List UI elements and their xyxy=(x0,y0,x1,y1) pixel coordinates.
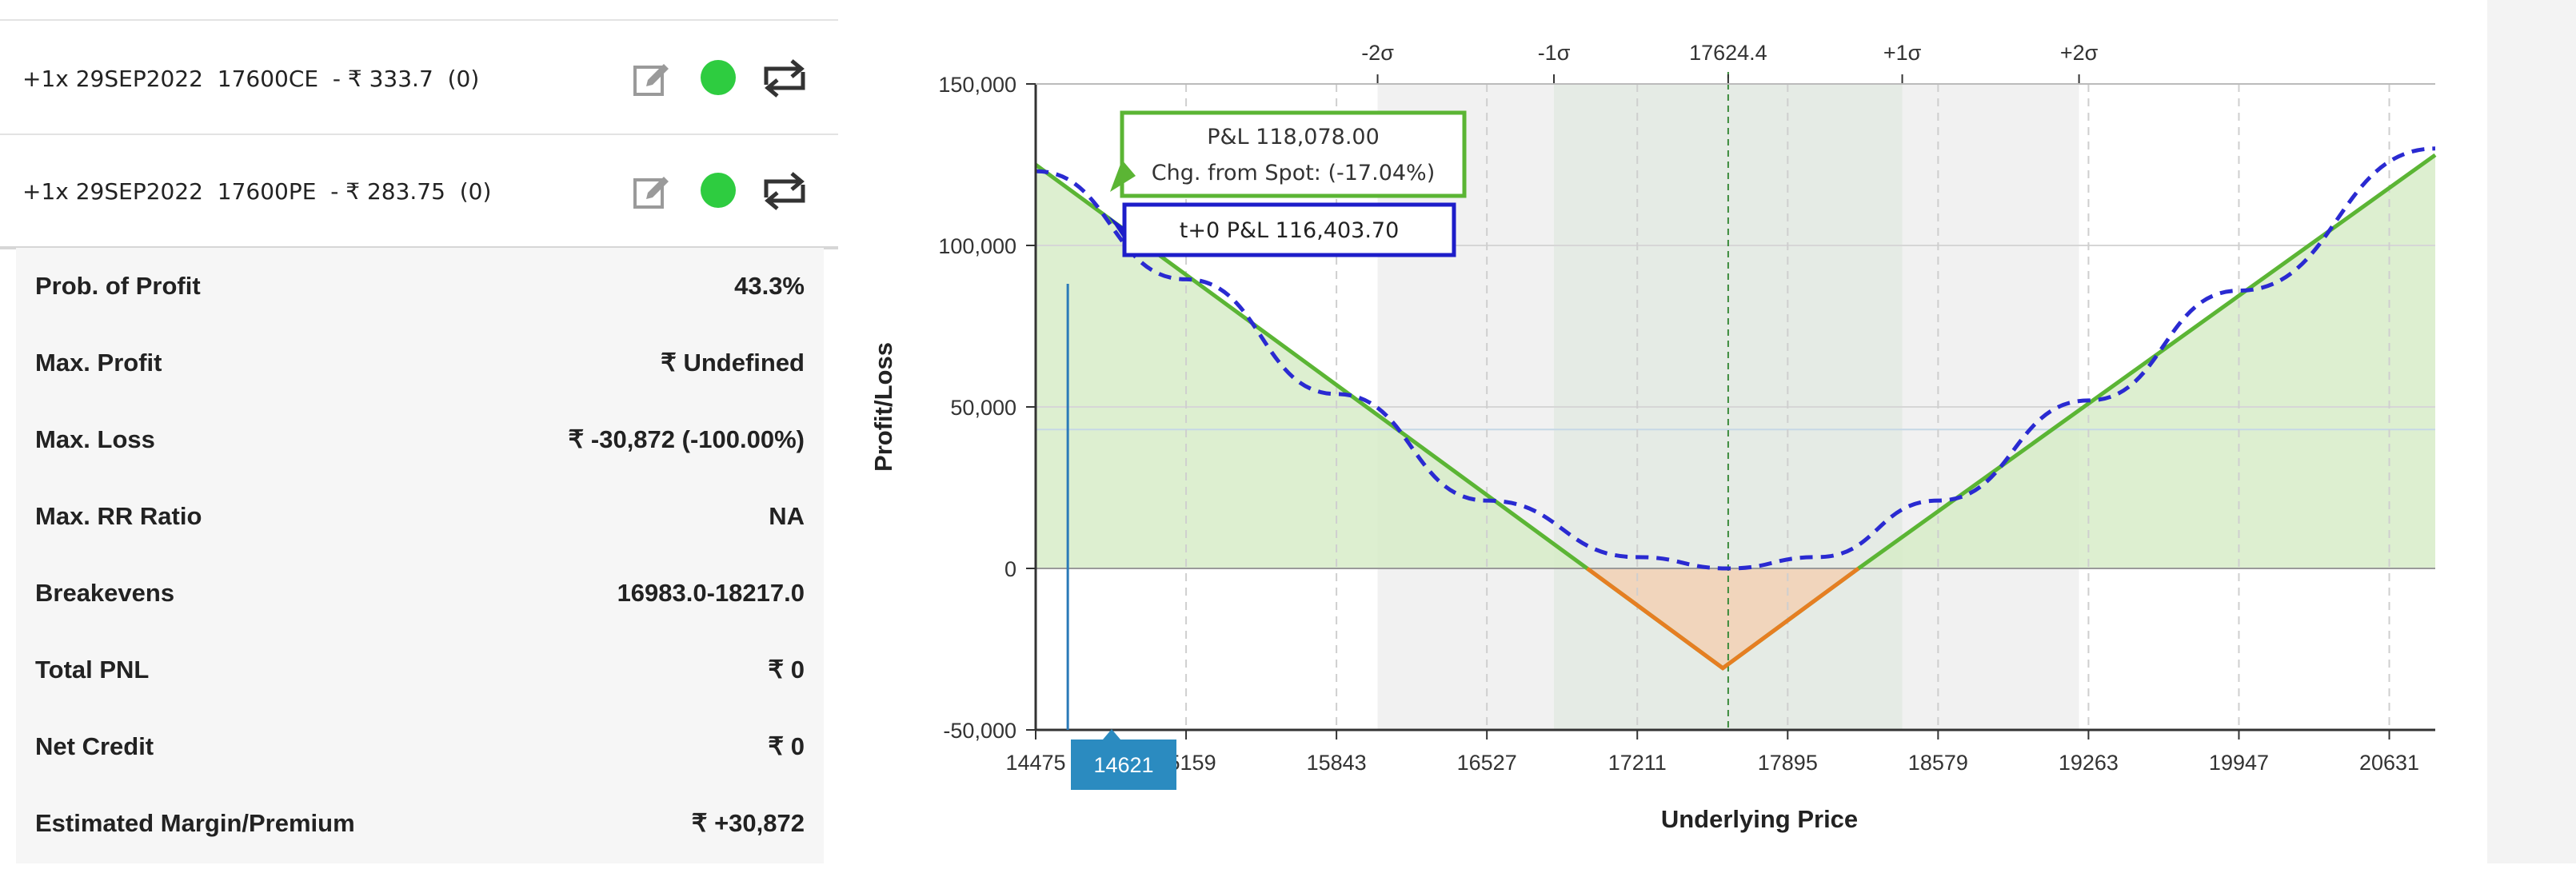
stat-value: 43.3% xyxy=(734,272,805,300)
leg-label: +1x 29SEP2022 17600PE - ₹ 283.75 (0) xyxy=(22,178,492,205)
stat-label: Estimated Margin/Premium xyxy=(35,809,355,837)
sigma-label: -1σ xyxy=(1538,41,1571,65)
x-tick-label: 20631 xyxy=(2359,751,2419,775)
stat-row-breakevens: Breakevens 16983.0-18217.0 xyxy=(16,555,824,632)
side-strip xyxy=(2487,0,2576,863)
y-tick-label: 0 xyxy=(1004,557,1016,581)
stat-row-total-pnl: Total PNL ₹ 0 xyxy=(16,632,824,708)
stat-label: Max. Loss xyxy=(35,425,155,453)
stat-value: 16983.0-18217.0 xyxy=(617,579,805,607)
stat-row-max-loss: Max. Loss ₹ -30,872 (-100.00%) xyxy=(16,401,824,478)
swap-icon[interactable] xyxy=(760,58,809,99)
status-dot[interactable] xyxy=(701,173,736,208)
sigma-label: +2σ xyxy=(2060,41,2099,65)
x-axis-title: Underlying Price xyxy=(1661,805,1858,833)
pnl-tooltip-box xyxy=(1120,110,1467,198)
stat-value: ₹ -30,872 (-100.00%) xyxy=(568,425,805,453)
stat-label: Max. RR Ratio xyxy=(35,502,202,530)
x-tick-label: 15843 xyxy=(1307,751,1367,775)
x-tick-label: 19263 xyxy=(2059,751,2119,775)
stat-row-prob-of-profit: Prob. of Profit 43.3% xyxy=(16,248,824,325)
cursor-x-label: 14621 xyxy=(1093,753,1153,777)
x-tick-label: 16527 xyxy=(1457,751,1517,775)
stat-label: Prob. of Profit xyxy=(35,272,201,300)
x-tick-label: 17895 xyxy=(1758,751,1818,775)
stats-table: Prob. of Profit 43.3% Max. Profit ₹ Unde… xyxy=(16,248,824,863)
y-tick-label: 100,000 xyxy=(938,234,1016,258)
swap-icon[interactable] xyxy=(760,170,809,212)
stat-value: ₹ Undefined xyxy=(661,349,805,377)
cursor-x-label-box xyxy=(1071,739,1176,790)
loss-area xyxy=(1587,568,1859,668)
stat-row-max-rr-ratio: Max. RR Ratio NA xyxy=(16,478,824,555)
stat-value: ₹ +30,872 xyxy=(691,809,805,837)
x-tick-label: 14475 xyxy=(1005,751,1065,775)
y-axis-title: Profit/Loss xyxy=(872,342,897,472)
x-tick-label: 17211 xyxy=(1608,751,1667,775)
bottom-strip xyxy=(0,863,2576,885)
edit-icon[interactable] xyxy=(632,172,672,212)
tooltip-change: Chg. from Spot: (-17.04%) xyxy=(1152,161,1436,185)
x-tick-label: 19947 xyxy=(2209,751,2269,775)
t0-curve xyxy=(1035,146,2436,571)
sigma-label: -2σ xyxy=(1361,41,1394,65)
stat-row-max-profit: Max. Profit ₹ Undefined xyxy=(16,325,824,401)
t0-tooltip-arrow xyxy=(1108,216,1124,240)
stat-value: ₹ 0 xyxy=(768,656,805,684)
tooltip-pnl: P&L 118,078.00 xyxy=(1207,125,1380,149)
status-dot[interactable] xyxy=(701,60,736,95)
edit-icon[interactable] xyxy=(632,59,672,99)
leg-row: +1x 29SEP2022 17600PE - ₹ 283.75 (0) xyxy=(0,134,838,249)
strategy-panel: +1x 29SEP2022 17600CE - ₹ 333.7 (0) +1x … xyxy=(0,0,838,863)
leg-row: +1x 29SEP2022 17600CE - ₹ 333.7 (0) xyxy=(0,19,838,135)
stat-label: Net Credit xyxy=(35,732,154,760)
stat-label: Total PNL xyxy=(35,656,150,684)
stat-value: NA xyxy=(769,502,805,530)
sigma-label: 17624.4 xyxy=(1689,41,1767,65)
y-tick-label: -50,000 xyxy=(943,719,1016,743)
leg-label: +1x 29SEP2022 17600CE - ₹ 333.7 (0) xyxy=(22,66,480,92)
payoff-line-loss xyxy=(1586,566,1860,671)
tooltip-t0: t+0 P&L 116,403.70 xyxy=(1180,218,1400,243)
cursor-x-label-arrow xyxy=(1103,729,1120,739)
stat-row-net-credit: Net Credit ₹ 0 xyxy=(16,708,824,785)
x-tick-label: 18579 xyxy=(1908,751,1968,775)
stat-value: ₹ 0 xyxy=(768,732,805,760)
stat-label: Max. Profit xyxy=(35,349,162,377)
sigma-label: +1σ xyxy=(1883,41,1922,65)
stat-row-estimated-margin: Estimated Margin/Premium ₹ +30,872 xyxy=(16,785,824,862)
stat-label: Breakevens xyxy=(35,579,175,607)
pnl-tooltip-arrow xyxy=(1110,160,1136,192)
y-tick-label: 50,000 xyxy=(950,396,1016,420)
y-tick-label: 150,000 xyxy=(938,73,1016,97)
